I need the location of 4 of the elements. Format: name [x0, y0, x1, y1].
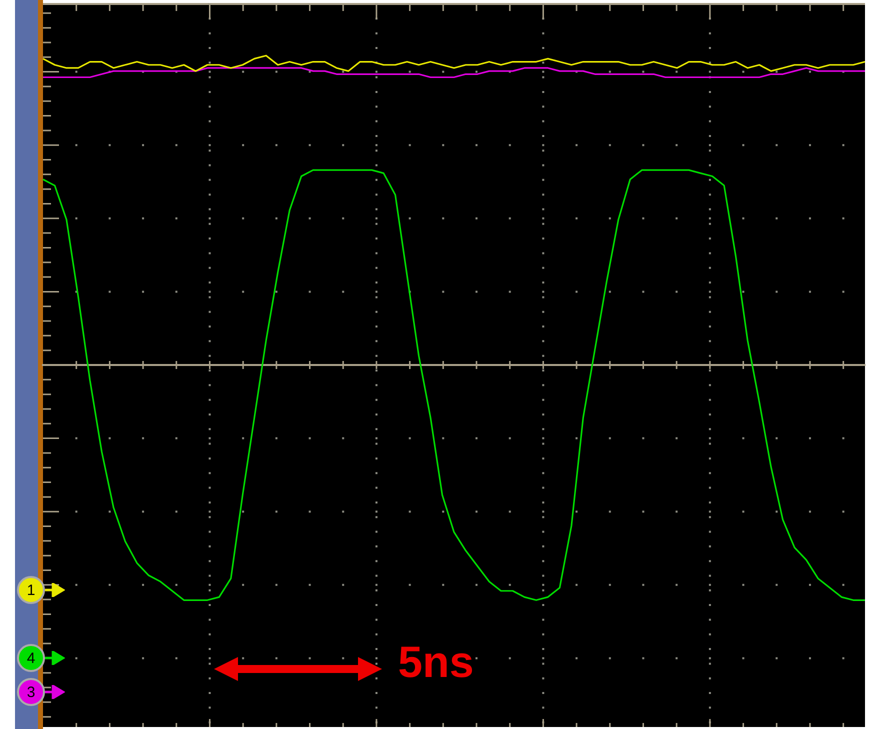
legend-label: 1 — [17, 576, 45, 604]
legend-label: 4 — [17, 644, 45, 672]
text: 5ns — [398, 638, 474, 688]
legend-label: 3 — [17, 678, 45, 706]
